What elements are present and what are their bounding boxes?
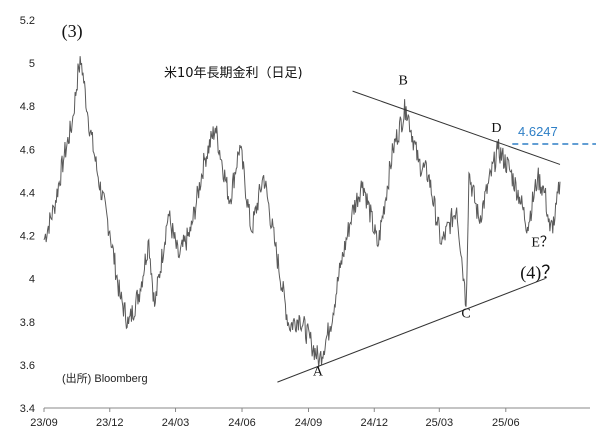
y-tick-label: 4.6 (20, 144, 35, 156)
wave-label: (3) (62, 21, 83, 42)
x-tick-label: 24/06 (228, 417, 256, 429)
y-tick-label: 4 (29, 274, 35, 286)
wave-label: E？ (531, 235, 554, 250)
y-tick-label: 5 (29, 58, 35, 70)
x-tick-label: 25/06 (492, 417, 520, 429)
wave-label: B (399, 74, 408, 89)
y-tick-label: 3.8 (20, 317, 35, 329)
x-tick-label: 23/12 (96, 417, 124, 429)
lower-trendline (277, 278, 546, 383)
wave-annotations: (3) A B C D E？ (4)？ (62, 21, 560, 379)
wave-label: A (313, 365, 324, 380)
wave-label: C (461, 306, 470, 321)
x-tick-label: 24/12 (361, 417, 389, 429)
x-tick-label: 24/03 (162, 417, 190, 429)
x-tick-label: 23/09 (30, 417, 58, 429)
chart-title: 米10年長期金利（日足) (164, 65, 303, 81)
y-tick-label: 4.4 (20, 187, 35, 199)
series-line (43, 56, 561, 368)
source-label: (出所) Bloomberg (62, 371, 148, 385)
y-tick-label: 5.2 (20, 15, 35, 27)
wave-label: D (491, 121, 501, 136)
x-tick-label: 25/03 (426, 417, 454, 429)
y-tick-label: 4.2 (20, 231, 35, 243)
x-axis-ticks: 23/09 23/12 24/03 24/06 24/09 24/12 25/03 25/06 (30, 408, 520, 429)
x-tick-label: 24/09 (295, 417, 323, 429)
upper-trendline (352, 90, 561, 165)
y-tick-label: 3.4 (20, 403, 35, 415)
resistance-value-label: 4.6247 (518, 124, 558, 139)
y-tick-label: 3.6 (20, 360, 35, 372)
y-axis-ticks: 3.4 3.6 3.8 4 4.2 4.4 4.6 4.8 5 5.2 (20, 15, 35, 415)
y-tick-label: 4.8 (20, 101, 35, 113)
wave-label: (4)？ (520, 263, 559, 284)
